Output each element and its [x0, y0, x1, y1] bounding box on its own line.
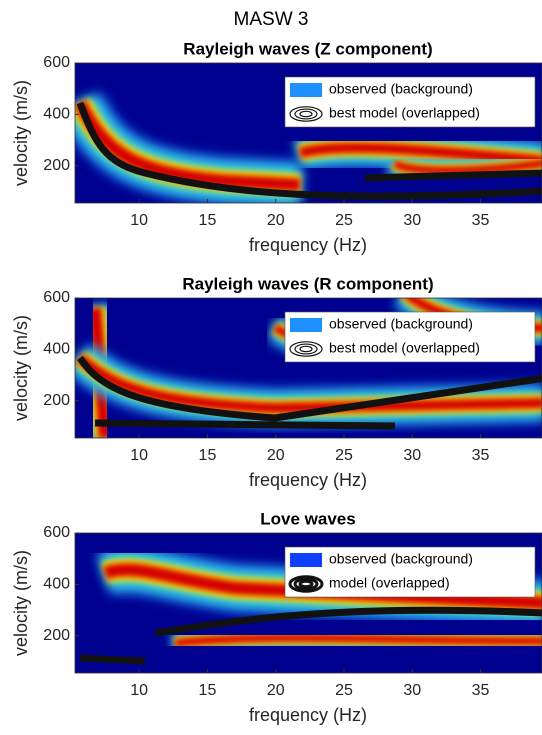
- legend-label: observed (background): [329, 316, 473, 332]
- ridge-red: [174, 634, 542, 647]
- chart-title: Love waves: [260, 509, 355, 528]
- y-tick-label: 200: [43, 392, 70, 409]
- plot-frame: [74, 532, 542, 674]
- legend-label: observed (background): [329, 551, 473, 567]
- legend-icon: [294, 343, 318, 355]
- x-tick-label: 15: [199, 447, 217, 464]
- legend-label: observed (background): [329, 81, 473, 97]
- x-tick-label: 30: [403, 212, 421, 229]
- legend-icon: [289, 106, 323, 122]
- x-tick-label: 25: [335, 212, 353, 229]
- x-axis-label: frequency (Hz): [249, 235, 367, 255]
- x-tick-label: 35: [472, 682, 490, 699]
- x-tick-label: 25: [335, 682, 353, 699]
- x-tick-label: 15: [199, 212, 217, 229]
- x-tick-label: 35: [472, 447, 490, 464]
- heatmap: [75, 298, 542, 438]
- x-tick-label: 15: [199, 682, 217, 699]
- x-tick-label: 20: [267, 682, 285, 699]
- legend-swatch: [290, 83, 322, 97]
- x-tick-label: 10: [130, 447, 148, 464]
- x-tick-label: 20: [267, 212, 285, 229]
- legend-label: best model (overlapped): [329, 105, 480, 121]
- plot-frame: [74, 297, 542, 439]
- model-overlay: [79, 654, 146, 665]
- legend-icon: [294, 108, 318, 120]
- figure-title: MASW 3: [234, 9, 309, 30]
- legend-swatch: [290, 318, 322, 332]
- model-overlay: [364, 169, 542, 182]
- legend-swatch: [290, 553, 322, 567]
- x-tick-label: 30: [403, 447, 421, 464]
- model-overlay: [77, 356, 542, 422]
- y-tick-label: 400: [43, 106, 70, 123]
- legend-icon: [293, 577, 319, 591]
- y-tick-label: 600: [43, 289, 70, 306]
- legend-box: [284, 76, 536, 128]
- x-tick-label: 20: [267, 447, 285, 464]
- x-axis-label: frequency (Hz): [249, 470, 367, 490]
- chart-title: Rayleigh waves (R component): [182, 274, 433, 293]
- legend-icon: [288, 575, 324, 593]
- legend-label: model (overlapped): [329, 575, 450, 591]
- legend-icon: [298, 579, 314, 589]
- y-tick-label: 600: [43, 54, 70, 71]
- ridge-red: [76, 354, 542, 414]
- heatmap-ridges: [75, 298, 542, 438]
- legend-icon: [299, 110, 313, 118]
- chart-title: Rayleigh waves (Z component): [183, 39, 432, 58]
- model-overlay: [94, 419, 396, 430]
- ridge-red: [392, 159, 542, 175]
- model-overlay: [76, 101, 542, 200]
- legend-label: best model (overlapped): [329, 340, 480, 356]
- y-axis-label: velocity (m/s): [11, 80, 31, 186]
- y-tick-label: 400: [43, 576, 70, 593]
- y-tick-label: 200: [43, 627, 70, 644]
- y-axis-label: velocity (m/s): [11, 315, 31, 421]
- x-tick-label: 35: [472, 212, 490, 229]
- legend-icon: [289, 341, 323, 357]
- heatmap-ridges: [75, 92, 542, 203]
- x-axis-label: frequency (Hz): [249, 705, 367, 725]
- plot-frame: [74, 62, 542, 204]
- legend-box: [284, 546, 536, 598]
- model-overlay: [154, 606, 542, 637]
- ridge-red: [102, 563, 542, 610]
- heatmap-ridges: [79, 546, 542, 665]
- y-axis-label: velocity (m/s): [11, 550, 31, 656]
- legend-icon: [299, 345, 313, 353]
- y-tick-label: 600: [43, 524, 70, 541]
- x-tick-label: 25: [335, 447, 353, 464]
- legend-box: [284, 311, 536, 363]
- x-tick-label: 10: [130, 682, 148, 699]
- y-tick-label: 400: [43, 341, 70, 358]
- y-tick-label: 200: [43, 157, 70, 174]
- x-tick-label: 30: [403, 682, 421, 699]
- x-tick-label: 10: [130, 212, 148, 229]
